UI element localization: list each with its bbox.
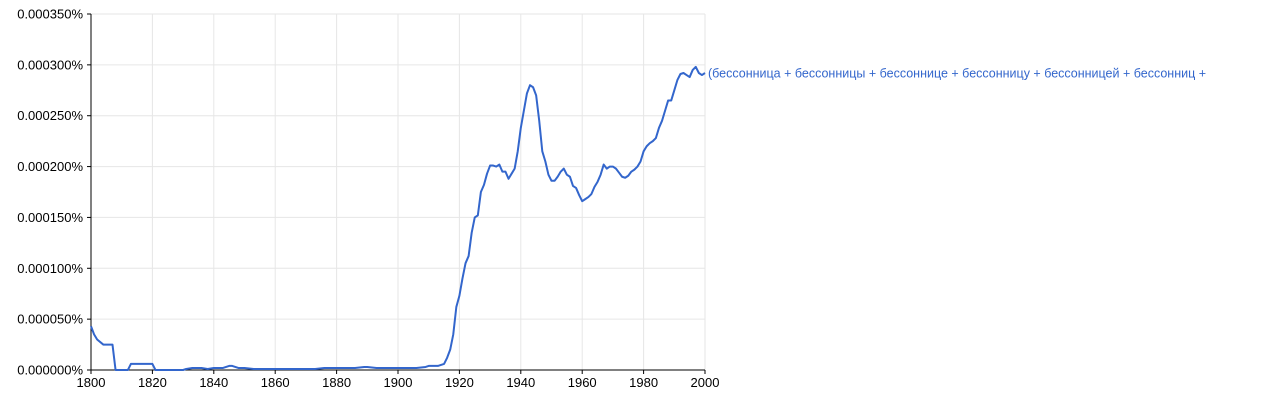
y-tick-label: 0.000250% (17, 108, 83, 123)
series-line (90, 65, 706, 371)
y-tick-label: 0.000350% (17, 7, 83, 22)
x-tick-label: 1940 (506, 375, 535, 390)
y-tick-label: 0.000000% (17, 363, 83, 378)
series-layer: (бессонница + бессонницы + бессоннице + … (90, 65, 1206, 371)
x-tick-label: 1840 (199, 375, 228, 390)
y-tick-label: 0.000300% (17, 57, 83, 72)
y-tick-label: 0.000200% (17, 159, 83, 174)
x-tick-label: 1960 (568, 375, 597, 390)
y-tick-label: 0.000100% (17, 261, 83, 276)
x-tick-label: 1820 (138, 375, 167, 390)
x-tick-labels: 1800 1820 1840 1860 1880 1900 1920 1940 1960 1980… (77, 375, 720, 390)
x-tick-label: 1800 (77, 375, 106, 390)
x-tick-label: 2000 (691, 375, 720, 390)
y-tick-label: 0.000150% (17, 210, 83, 225)
x-tick-label: 1900 (384, 375, 413, 390)
series-label: (бессонница + бессонницы + бессоннице + … (708, 66, 1206, 80)
y-tick-label: 0.000050% (17, 312, 83, 327)
grid-lines (91, 13, 706, 370)
x-tick-label: 1860 (261, 375, 290, 390)
x-tick-label: 1880 (322, 375, 351, 390)
axes (87, 13, 706, 374)
x-tick-label: 1980 (629, 375, 658, 390)
y-tick-labels: 0.000000% 0.000050% 0.000100% 0.000150% 0.00… (17, 7, 83, 378)
x-tick-label: 1920 (445, 375, 474, 390)
